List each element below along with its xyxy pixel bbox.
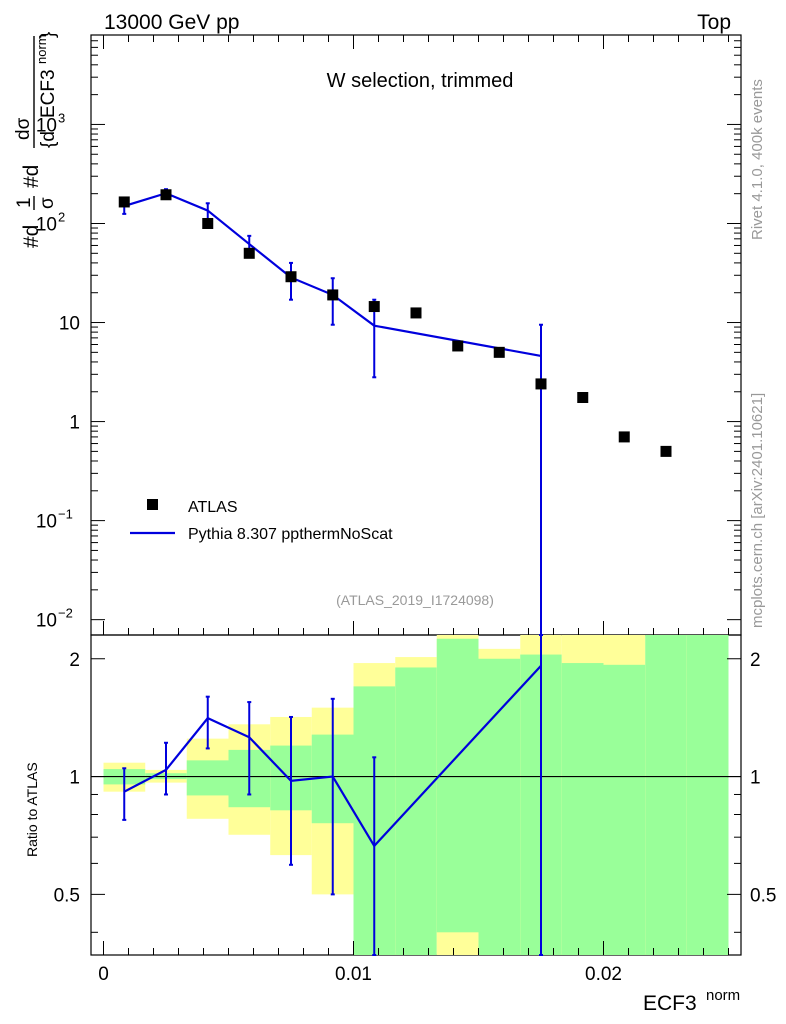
data-point [618, 431, 630, 443]
data-point [327, 289, 339, 301]
y-label-norm: norm [34, 34, 49, 64]
y-label-close-brace: } [38, 32, 59, 38]
ratio-uncertainty-bands [103, 635, 729, 955]
y-axis-label: #d 1 σ #d dσ {d ECF3 norm } [13, 32, 59, 248]
y-label-ecf3: ECF3 [38, 69, 59, 118]
band-1sigma-bin [686, 635, 729, 955]
band-1sigma-bin [561, 663, 604, 955]
plot-title: W selection, trimmed [327, 70, 514, 92]
legend-atlas-label: ATLAS [188, 499, 238, 516]
data-point [493, 346, 505, 358]
ratio-tick-label: 2 [69, 650, 80, 671]
y-tick-label: 10 [36, 214, 57, 235]
x-axis-label-sup: norm [706, 987, 740, 1004]
data-point [660, 445, 672, 457]
ratio-axis-label: Ratio to ATLAS [24, 762, 40, 857]
data-point [535, 378, 547, 390]
main-data-series [118, 189, 672, 457]
mcplots-text: mcplots.cern.ch [arXiv:2401.10621] [749, 393, 766, 628]
y-tick-label: 10 [36, 611, 57, 632]
main-mc-series [122, 188, 543, 636]
y-label-hash-d-2: #d [20, 165, 43, 188]
y-label-dsigma: dσ [13, 117, 34, 140]
band-1sigma-bin [603, 664, 646, 955]
mc-line [123, 192, 542, 358]
ratio-tick-label-right: 0.5 [750, 885, 776, 906]
x-tick-label: 0.01 [335, 964, 372, 985]
data-point [243, 247, 255, 259]
ratio-tick-label: 1 [69, 768, 80, 789]
data-point [452, 340, 464, 352]
band-1sigma-bin [645, 635, 687, 955]
data-point [285, 271, 297, 283]
data-point [160, 189, 172, 201]
data-point [118, 196, 130, 208]
ratio-tick-label-right: 2 [750, 650, 761, 671]
y-label-one: 1 [14, 197, 35, 208]
band-1sigma-bin [478, 658, 521, 955]
ratio-tick-label: 0.5 [54, 885, 80, 906]
analysis-id: (ATLAS_2019_I1724098) [336, 592, 494, 608]
legend: ATLAS Pythia 8.307 ppthermNoScat [130, 499, 393, 543]
y-tick-label-exponent: 3 [58, 110, 65, 125]
y-tick-label-exponent: −2 [58, 606, 73, 621]
ratio-mc-series [122, 634, 543, 956]
main-panel-frame [90, 34, 742, 636]
y-tick-label-exponent: 2 [58, 209, 65, 224]
data-point [577, 392, 589, 404]
legend-pythia-label: Pythia 8.307 ppthermNoScat [188, 526, 393, 543]
x-tick-label: 0.02 [585, 964, 622, 985]
legend-atlas-marker [147, 499, 158, 510]
data-point [368, 301, 380, 313]
y-label-sigma: σ [37, 197, 58, 209]
data-point [202, 217, 214, 229]
band-1sigma-bin [395, 667, 437, 955]
x-tick-label: 0 [98, 964, 109, 985]
y-tick-label-exponent: −1 [58, 507, 73, 522]
ratio-tick-label-right: 1 [750, 768, 761, 789]
energy-label: 13000 GeV pp [104, 11, 239, 34]
y-tick-label: 10 [36, 512, 57, 533]
y-tick-label: 10 [59, 314, 80, 335]
y-tick-label: 1 [69, 413, 80, 434]
x-axis-label: ECF3 [643, 992, 697, 1015]
y-label-hash-d: #d [20, 225, 43, 248]
process-label: Top [697, 11, 731, 34]
band-1sigma-bin [186, 760, 229, 796]
ratio-mc-line [123, 664, 542, 848]
band-1sigma-bin [436, 638, 479, 933]
y-label-brace-d: {d [38, 131, 59, 148]
rivet-version-text: Rivet 4.1.0, 400k events [749, 79, 766, 240]
y-tick-label: 10 [36, 115, 57, 136]
data-point [410, 307, 422, 319]
